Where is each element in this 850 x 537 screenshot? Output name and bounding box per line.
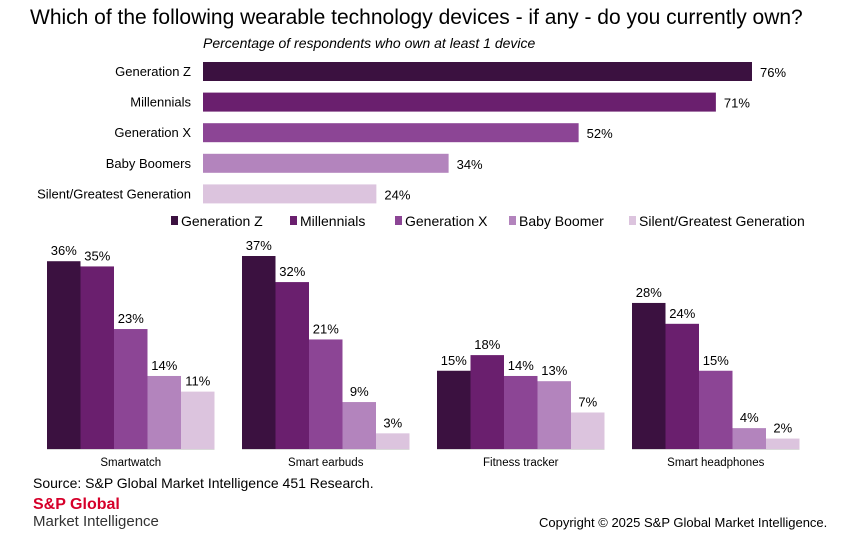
- bar-group: 36% 35% 23% 14% 11% Smartwatch: [47, 243, 215, 469]
- bar: [275, 282, 309, 449]
- data-label: 14%: [508, 358, 534, 373]
- logo-subtitle: Market Intelligence: [33, 512, 159, 530]
- legend-item: Generation X: [395, 213, 488, 229]
- data-label: 52%: [587, 126, 613, 141]
- bar: [504, 375, 538, 449]
- legend-swatch: [290, 216, 297, 225]
- bar: [699, 370, 733, 449]
- chart-canvas: Generation Z 76% Millennials 71% Generation …: [37, 62, 805, 469]
- legend-label: Baby Boomer: [519, 213, 604, 229]
- source-note: Source: S&P Global Market Intelligence 4…: [33, 475, 374, 491]
- data-label: 21%: [313, 321, 339, 336]
- data-label: 28%: [636, 285, 662, 300]
- data-label: 14%: [151, 358, 177, 373]
- category-label: Smartwatch: [100, 457, 161, 469]
- data-label: 11%: [185, 374, 210, 389]
- logo-brand: S&P Global: [33, 496, 120, 513]
- bar: [203, 184, 377, 204]
- legend-item: Baby Boomer: [509, 213, 604, 229]
- bar: [203, 153, 449, 173]
- category-label: Generation X: [114, 125, 191, 140]
- legend-label: Generation X: [405, 213, 488, 229]
- data-label: 37%: [246, 238, 272, 253]
- bar: [665, 323, 699, 449]
- data-label: 34%: [457, 157, 483, 172]
- bar: [309, 339, 343, 449]
- bar: [376, 433, 410, 449]
- bar-group: 37% 32% 21% 9% 3% Smart earbuds: [242, 238, 410, 469]
- category-label: Generation Z: [115, 64, 191, 79]
- data-label: 15%: [703, 353, 729, 368]
- chart-title: Which of the following wearable technolo…: [30, 6, 803, 29]
- legend-label: Millennials: [300, 213, 365, 229]
- bar: [147, 375, 181, 449]
- legend: Generation Z Millennials Generation X Baby …: [171, 213, 805, 229]
- company-logo: S&P Global Market Intelligence: [33, 496, 159, 530]
- data-label: 71%: [724, 96, 750, 111]
- data-label: 13%: [541, 363, 567, 378]
- data-label: 23%: [118, 311, 144, 326]
- legend-item: Silent/Greatest Generation: [629, 213, 805, 229]
- bar: [437, 370, 471, 449]
- category-label: Smart headphones: [667, 457, 764, 469]
- data-label: 36%: [51, 243, 77, 258]
- data-label: 18%: [474, 337, 500, 352]
- bar: [114, 329, 148, 449]
- legend-label: Generation Z: [181, 213, 263, 229]
- data-label: 3%: [383, 415, 402, 430]
- data-label: 15%: [441, 353, 467, 368]
- data-label: 2%: [773, 421, 792, 436]
- data-label: 76%: [760, 65, 786, 80]
- bar: [203, 92, 716, 112]
- legend-swatch: [629, 216, 636, 225]
- legend-swatch: [509, 216, 516, 225]
- legend-item: Generation Z: [171, 213, 263, 229]
- legend-swatch: [171, 216, 178, 225]
- bar: [766, 438, 800, 449]
- bar-group: 28% 24% 15% 4% 2% Smart headphones: [632, 285, 800, 469]
- data-label: 35%: [84, 248, 110, 263]
- category-label: Baby Boomers: [106, 156, 192, 171]
- bar: [732, 428, 766, 449]
- data-label: 24%: [669, 306, 695, 321]
- bar: [203, 123, 579, 143]
- bar: [242, 256, 276, 449]
- category-label: Silent/Greatest Generation: [37, 186, 191, 201]
- data-label: 7%: [578, 394, 597, 409]
- bar: [537, 381, 571, 449]
- category-label: Smart earbuds: [288, 457, 364, 469]
- data-label: 32%: [279, 264, 305, 279]
- bar-group: 15% 18% 14% 13% 7% Fitness tracker: [437, 337, 605, 469]
- data-label: 24%: [384, 187, 410, 202]
- bar: [571, 412, 605, 449]
- grouped-bar-chart: 36% 35% 23% 14% 11% Smartwatch 37% 32% 21% 9% 3% Sm…: [47, 238, 800, 469]
- bar: [47, 261, 81, 449]
- bar: [342, 402, 376, 449]
- bar: [203, 62, 752, 81]
- bar: [181, 391, 215, 449]
- horizontal-bar-chart: Generation Z 76% Millennials 71% Generation …: [37, 62, 786, 204]
- copyright-note: Copyright © 2025 S&P Global Market Intel…: [539, 515, 828, 530]
- data-label: 9%: [350, 384, 369, 399]
- legend-swatch: [395, 216, 402, 225]
- legend-label: Silent/Greatest Generation: [639, 213, 805, 229]
- category-label: Fitness tracker: [483, 457, 559, 469]
- bar: [470, 355, 504, 449]
- bar: [632, 302, 666, 449]
- legend-item: Millennials: [290, 213, 365, 229]
- category-label: Millennials: [130, 95, 191, 110]
- bar: [80, 266, 114, 449]
- chart-subtitle: Percentage of respondents who own at lea…: [203, 35, 536, 51]
- data-label: 4%: [740, 410, 759, 425]
